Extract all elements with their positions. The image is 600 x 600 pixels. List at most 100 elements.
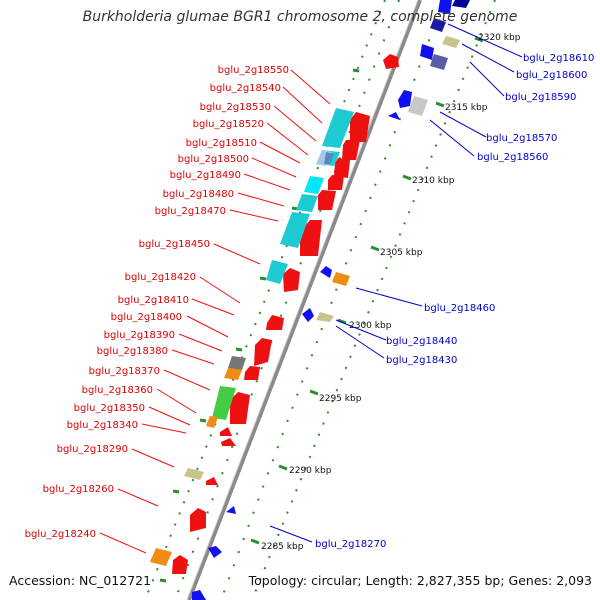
scale-label: 2290 kbp bbox=[289, 466, 332, 476]
reverse-outer-track bbox=[251, 0, 496, 600]
forward-gene-arrow bbox=[342, 140, 360, 160]
gene-label-forward: bglu_2g18520 bbox=[193, 119, 264, 130]
scale-labels: 2320 kbp 2315 kbp 2310 kbp 2305 kbp 2300… bbox=[261, 33, 521, 552]
gene-label-forward: bglu_2g18340 bbox=[67, 420, 138, 431]
forward-genes bbox=[172, 54, 399, 574]
gene-label-forward: bglu_2g18420 bbox=[125, 272, 196, 283]
forward-gene-arrow bbox=[350, 112, 370, 142]
gene-label-forward: bglu_2g18260 bbox=[43, 484, 114, 495]
gene-label-forward: bglu_2g18470 bbox=[155, 206, 226, 217]
reverse-gene-arrow bbox=[208, 546, 222, 558]
gene-label-forward: bglu_2g18450 bbox=[139, 239, 210, 250]
reverse-inner-track bbox=[220, 0, 445, 600]
gene-block-steelblue bbox=[324, 152, 334, 164]
forward-gene-arrow bbox=[266, 315, 284, 330]
gene-label-forward: bglu_2g18350 bbox=[74, 403, 145, 414]
topology-text: Topology: circular; Length: 2,827,355 bp… bbox=[248, 573, 592, 588]
gene-block-cyan bbox=[296, 194, 318, 212]
gene-block-orange bbox=[224, 368, 242, 380]
map-title: Burkholderia glumae BGR1 chromosome 2, c… bbox=[82, 9, 518, 25]
gene-label-forward: bglu_2g18540 bbox=[210, 83, 281, 94]
gene-label-forward: bglu_2g18290 bbox=[57, 444, 128, 455]
scale-tick-marks bbox=[250, 36, 484, 545]
gene-label-forward: bglu_2g18390 bbox=[104, 330, 175, 341]
gene-label-reverse: bglu_2g18600 bbox=[516, 70, 587, 81]
gene-label-forward: bglu_2g18530 bbox=[200, 102, 271, 113]
scale-label: 2320 kbp bbox=[478, 33, 521, 43]
reverse-gene-labels: bglu_2g18610 bglu_2g18600 bglu_2g18590 b… bbox=[315, 53, 594, 550]
scale-label: 2300 kbp bbox=[349, 321, 392, 331]
gene-label-reverse: bglu_2g18570 bbox=[486, 133, 557, 144]
forward-gene-arrow bbox=[190, 508, 206, 532]
gene-block-cyan bbox=[304, 176, 324, 194]
scale-label: 2310 kbp bbox=[412, 176, 455, 186]
gene-block-gray bbox=[228, 356, 246, 370]
gene-label-reverse: bglu_2g18560 bbox=[477, 152, 548, 163]
gene-block-orange bbox=[150, 548, 172, 566]
scale-label: 2305 kbp bbox=[380, 248, 423, 258]
forward-gene-arrow bbox=[254, 338, 272, 366]
forward-gene-arrow bbox=[328, 175, 344, 190]
gene-label-forward: bglu_2g18380 bbox=[97, 346, 168, 357]
gene-block-khaki bbox=[316, 312, 334, 322]
forward-gene-arrow bbox=[172, 555, 188, 574]
forward-gene-arrow bbox=[383, 54, 399, 69]
backbone-highlight bbox=[186, 0, 419, 600]
scale-label: 2285 kbp bbox=[261, 542, 304, 552]
gene-block-cyan bbox=[322, 108, 354, 148]
gene-label-forward: bglu_2g18410 bbox=[118, 295, 189, 306]
gene-label-reverse: bglu_2g18460 bbox=[424, 303, 495, 314]
reverse-label-leaders bbox=[269, 23, 523, 543]
forward-label-leaders bbox=[99, 69, 331, 554]
gene-block-green bbox=[212, 386, 236, 420]
gene-label-reverse: bglu_2g18270 bbox=[315, 539, 386, 550]
gene-block-navy bbox=[452, 0, 470, 8]
reverse-gene-arrow bbox=[438, 0, 452, 14]
gene-block-orange bbox=[206, 416, 218, 428]
gene-label-forward: bglu_2g18360 bbox=[82, 385, 153, 396]
forward-gene-arrow bbox=[220, 427, 232, 436]
forward-gene-arrow bbox=[230, 392, 250, 424]
reverse-gene-arrow bbox=[226, 506, 236, 514]
forward-gene-blocks bbox=[150, 108, 354, 566]
gene-label-forward: bglu_2g18550 bbox=[218, 65, 289, 76]
reverse-gene-arrow bbox=[420, 44, 434, 60]
gene-block-orange bbox=[332, 272, 350, 286]
gene-block-cyan bbox=[280, 212, 310, 248]
forward-gene-arrow bbox=[221, 438, 236, 446]
forward-gene-arrow bbox=[244, 366, 260, 380]
gene-label-reverse: bglu_2g18610 bbox=[523, 53, 594, 64]
gene-label-forward: bglu_2g18370 bbox=[89, 366, 160, 377]
gene-label-forward: bglu_2g18500 bbox=[178, 154, 249, 165]
reverse-gene-arrow bbox=[320, 266, 332, 278]
forward-gene-arrow bbox=[318, 190, 336, 210]
reverse-gene-arrow bbox=[388, 112, 400, 120]
reverse-gene-arrow bbox=[302, 308, 314, 322]
gene-label-forward: bglu_2g18480 bbox=[163, 189, 234, 200]
forward-gene-arrow bbox=[283, 268, 300, 292]
gene-block-navy bbox=[430, 18, 446, 32]
accession-text: Accession: NC_012721 bbox=[9, 573, 152, 588]
backbone-line bbox=[187, 0, 422, 600]
scale-label: 2295 kbp bbox=[319, 394, 362, 404]
gene-label-forward: bglu_2g18240 bbox=[25, 529, 96, 540]
gene-block-khaki bbox=[442, 36, 460, 48]
scale-label: 2315 kbp bbox=[445, 103, 488, 113]
reverse-gene-blocks bbox=[316, 0, 470, 322]
gene-label-forward: bglu_2g18490 bbox=[170, 170, 241, 181]
forward-gene-arrow bbox=[206, 477, 218, 485]
reverse-genes bbox=[192, 0, 452, 600]
gene-label-forward: bglu_2g18400 bbox=[111, 312, 182, 323]
reverse-gene-arrow bbox=[398, 90, 412, 108]
forward-gene-arrow bbox=[300, 220, 322, 256]
gene-label-reverse: bglu_2g18430 bbox=[386, 355, 457, 366]
gene-label-reverse: bglu_2g18590 bbox=[505, 92, 576, 103]
gene-block-silver bbox=[408, 96, 428, 116]
forward-gene-labels: bglu_2g18550 bglu_2g18540 bglu_2g18530 b… bbox=[25, 65, 289, 540]
forward-inner-track bbox=[174, 0, 400, 600]
gene-block-slate bbox=[430, 54, 448, 70]
gene-block-cyan bbox=[266, 260, 288, 284]
gene-label-reverse: bglu_2g18440 bbox=[386, 336, 457, 347]
gene-label-forward: bglu_2g18510 bbox=[186, 138, 257, 149]
